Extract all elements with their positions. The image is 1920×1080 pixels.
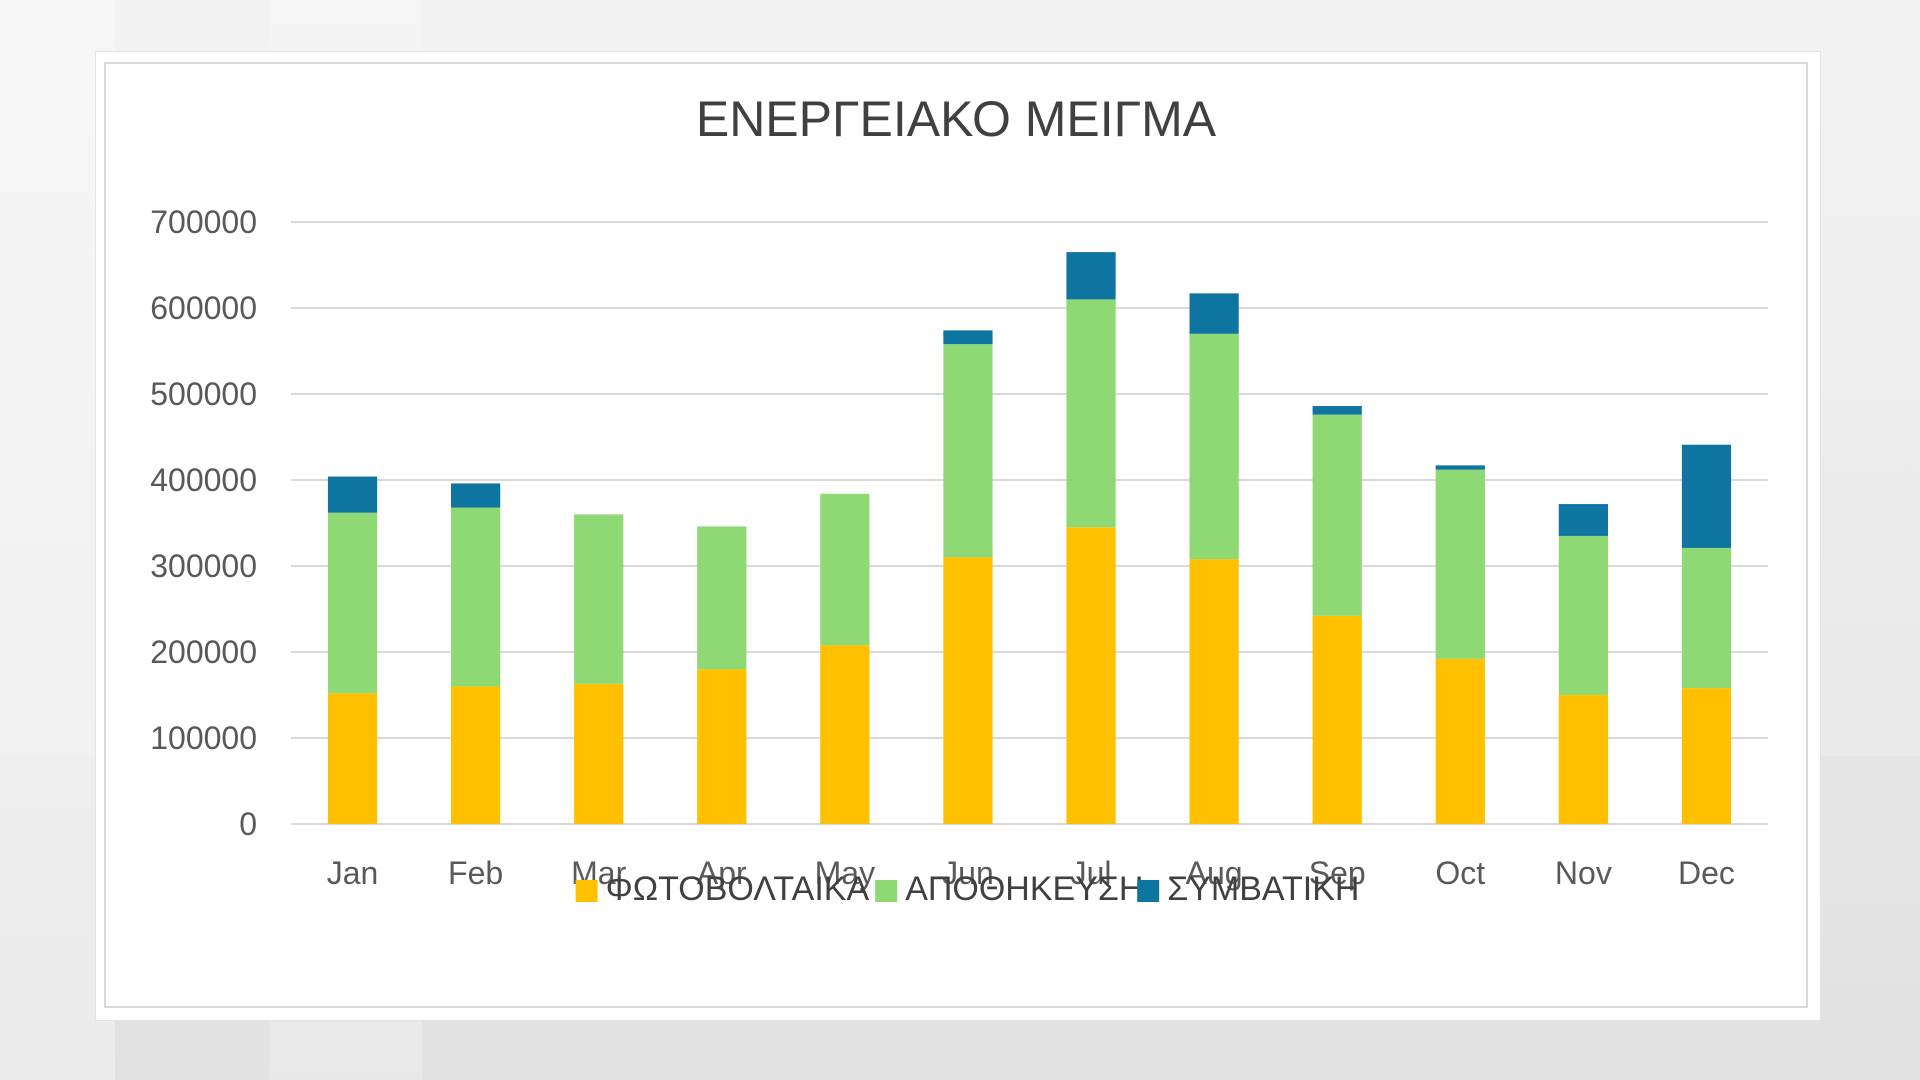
x-tick-label: Dec — [1678, 855, 1735, 891]
bar-may-series-0 — [820, 645, 870, 824]
x-tick-label: Aug — [1186, 855, 1243, 891]
y-tick-label: 300000 — [150, 548, 257, 584]
bar-jun-series-0 — [943, 557, 993, 824]
bar-nov-series-2 — [1558, 504, 1608, 536]
legend-swatch-2 — [1137, 880, 1160, 902]
bar-dec-series-0 — [1681, 688, 1732, 824]
bar-feb-series-0 — [451, 686, 501, 824]
bar-apr-series-1 — [697, 526, 747, 670]
bar-jul-series-1 — [1066, 299, 1116, 528]
x-tick-label: Sep — [1309, 855, 1366, 891]
y-tick-label: 200000 — [150, 634, 257, 670]
legend-label-2: ΣΥΜΒΑΤΙΚΗ — [1167, 870, 1359, 908]
y-axis-ticks: 0 100000 200000 300000 400000 500000 600000 700… — [150, 204, 257, 842]
stacked-bar-chart: ΕΝΕΡΓΕΙΑΚΟ ΜΕΙΓΜΑ 0 100000 200000 300000 400… — [150, 91, 1768, 908]
bar-jan-series-2 — [327, 476, 378, 513]
x-tick-label: Jun — [942, 855, 994, 891]
legend-label-1: ΑΠΟΘΗΚΕΥΣΗ — [905, 870, 1143, 908]
bar-aug-series-2 — [1189, 293, 1239, 334]
bar-nov-series-0 — [1558, 695, 1608, 824]
x-tick-label: Jan — [327, 855, 379, 891]
bar-feb-series-2 — [451, 483, 501, 508]
x-tick-label: Feb — [448, 855, 503, 891]
bars — [327, 252, 1732, 824]
x-axis-ticks: Jan Feb Mar Apr May Jun Jul Aug Sep Oct Nov Dec — [327, 855, 1735, 891]
bar-sep-series-2 — [1312, 406, 1362, 415]
bar-oct-series-2 — [1435, 465, 1485, 470]
y-tick-label: 600000 — [150, 290, 257, 326]
bar-jul-series-0 — [1066, 527, 1116, 824]
bar-jul-series-2 — [1066, 252, 1116, 300]
bar-dec-series-1 — [1681, 547, 1732, 689]
x-tick-label: Nov — [1555, 855, 1612, 891]
grid-lines — [291, 221, 1768, 825]
bar-mar-series-1 — [574, 514, 624, 684]
bar-jun-series-1 — [943, 344, 993, 558]
bar-feb-series-1 — [451, 507, 501, 687]
x-tick-label: Oct — [1435, 855, 1485, 891]
chart-card: ΕΝΕΡΓΕΙΑΚΟ ΜΕΙΓΜΑ 0 100000 200000 300000 400… — [96, 52, 1820, 1020]
legend-swatch-0 — [575, 880, 598, 902]
bar-aug-series-0 — [1189, 559, 1239, 824]
y-tick-label: 400000 — [150, 462, 257, 498]
bar-jun-series-2 — [943, 330, 993, 345]
x-tick-label: Apr — [697, 855, 747, 891]
bar-jan-series-0 — [327, 693, 378, 824]
legend: ΦΩΤΟΒΟΛΤΑΙΚΑ ΑΠΟΘΗΚΕΥΣΗ ΣΥΜΒΑΤΙΚΗ — [575, 870, 1359, 908]
bar-sep-series-1 — [1312, 414, 1362, 616]
bar-oct-series-0 — [1435, 658, 1485, 824]
x-tick-label: May — [815, 855, 875, 891]
bar-jan-series-1 — [327, 512, 378, 694]
legend-swatch-1 — [875, 880, 898, 902]
legend-label-0: ΦΩΤΟΒΟΛΤΑΙΚΑ — [606, 870, 870, 908]
bar-aug-series-1 — [1189, 333, 1239, 560]
bar-oct-series-1 — [1435, 469, 1485, 659]
y-tick-label: 500000 — [150, 376, 257, 412]
x-tick-label: Jul — [1071, 855, 1112, 891]
y-tick-label: 100000 — [150, 720, 257, 756]
y-tick-label: 700000 — [150, 204, 257, 240]
bar-apr-series-0 — [697, 669, 747, 824]
bar-may-series-1 — [820, 493, 870, 646]
y-tick-label: 0 — [239, 806, 257, 842]
bar-mar-series-0 — [574, 683, 624, 824]
bar-sep-series-0 — [1312, 615, 1362, 824]
bar-nov-series-1 — [1558, 535, 1608, 695]
chart-title: ΕΝΕΡΓΕΙΑΚΟ ΜΕΙΓΜΑ — [696, 91, 1217, 147]
chart-frame: ΕΝΕΡΓΕΙΑΚΟ ΜΕΙΓΜΑ 0 100000 200000 300000 400… — [104, 62, 1808, 1008]
bar-dec-series-2 — [1681, 444, 1732, 548]
